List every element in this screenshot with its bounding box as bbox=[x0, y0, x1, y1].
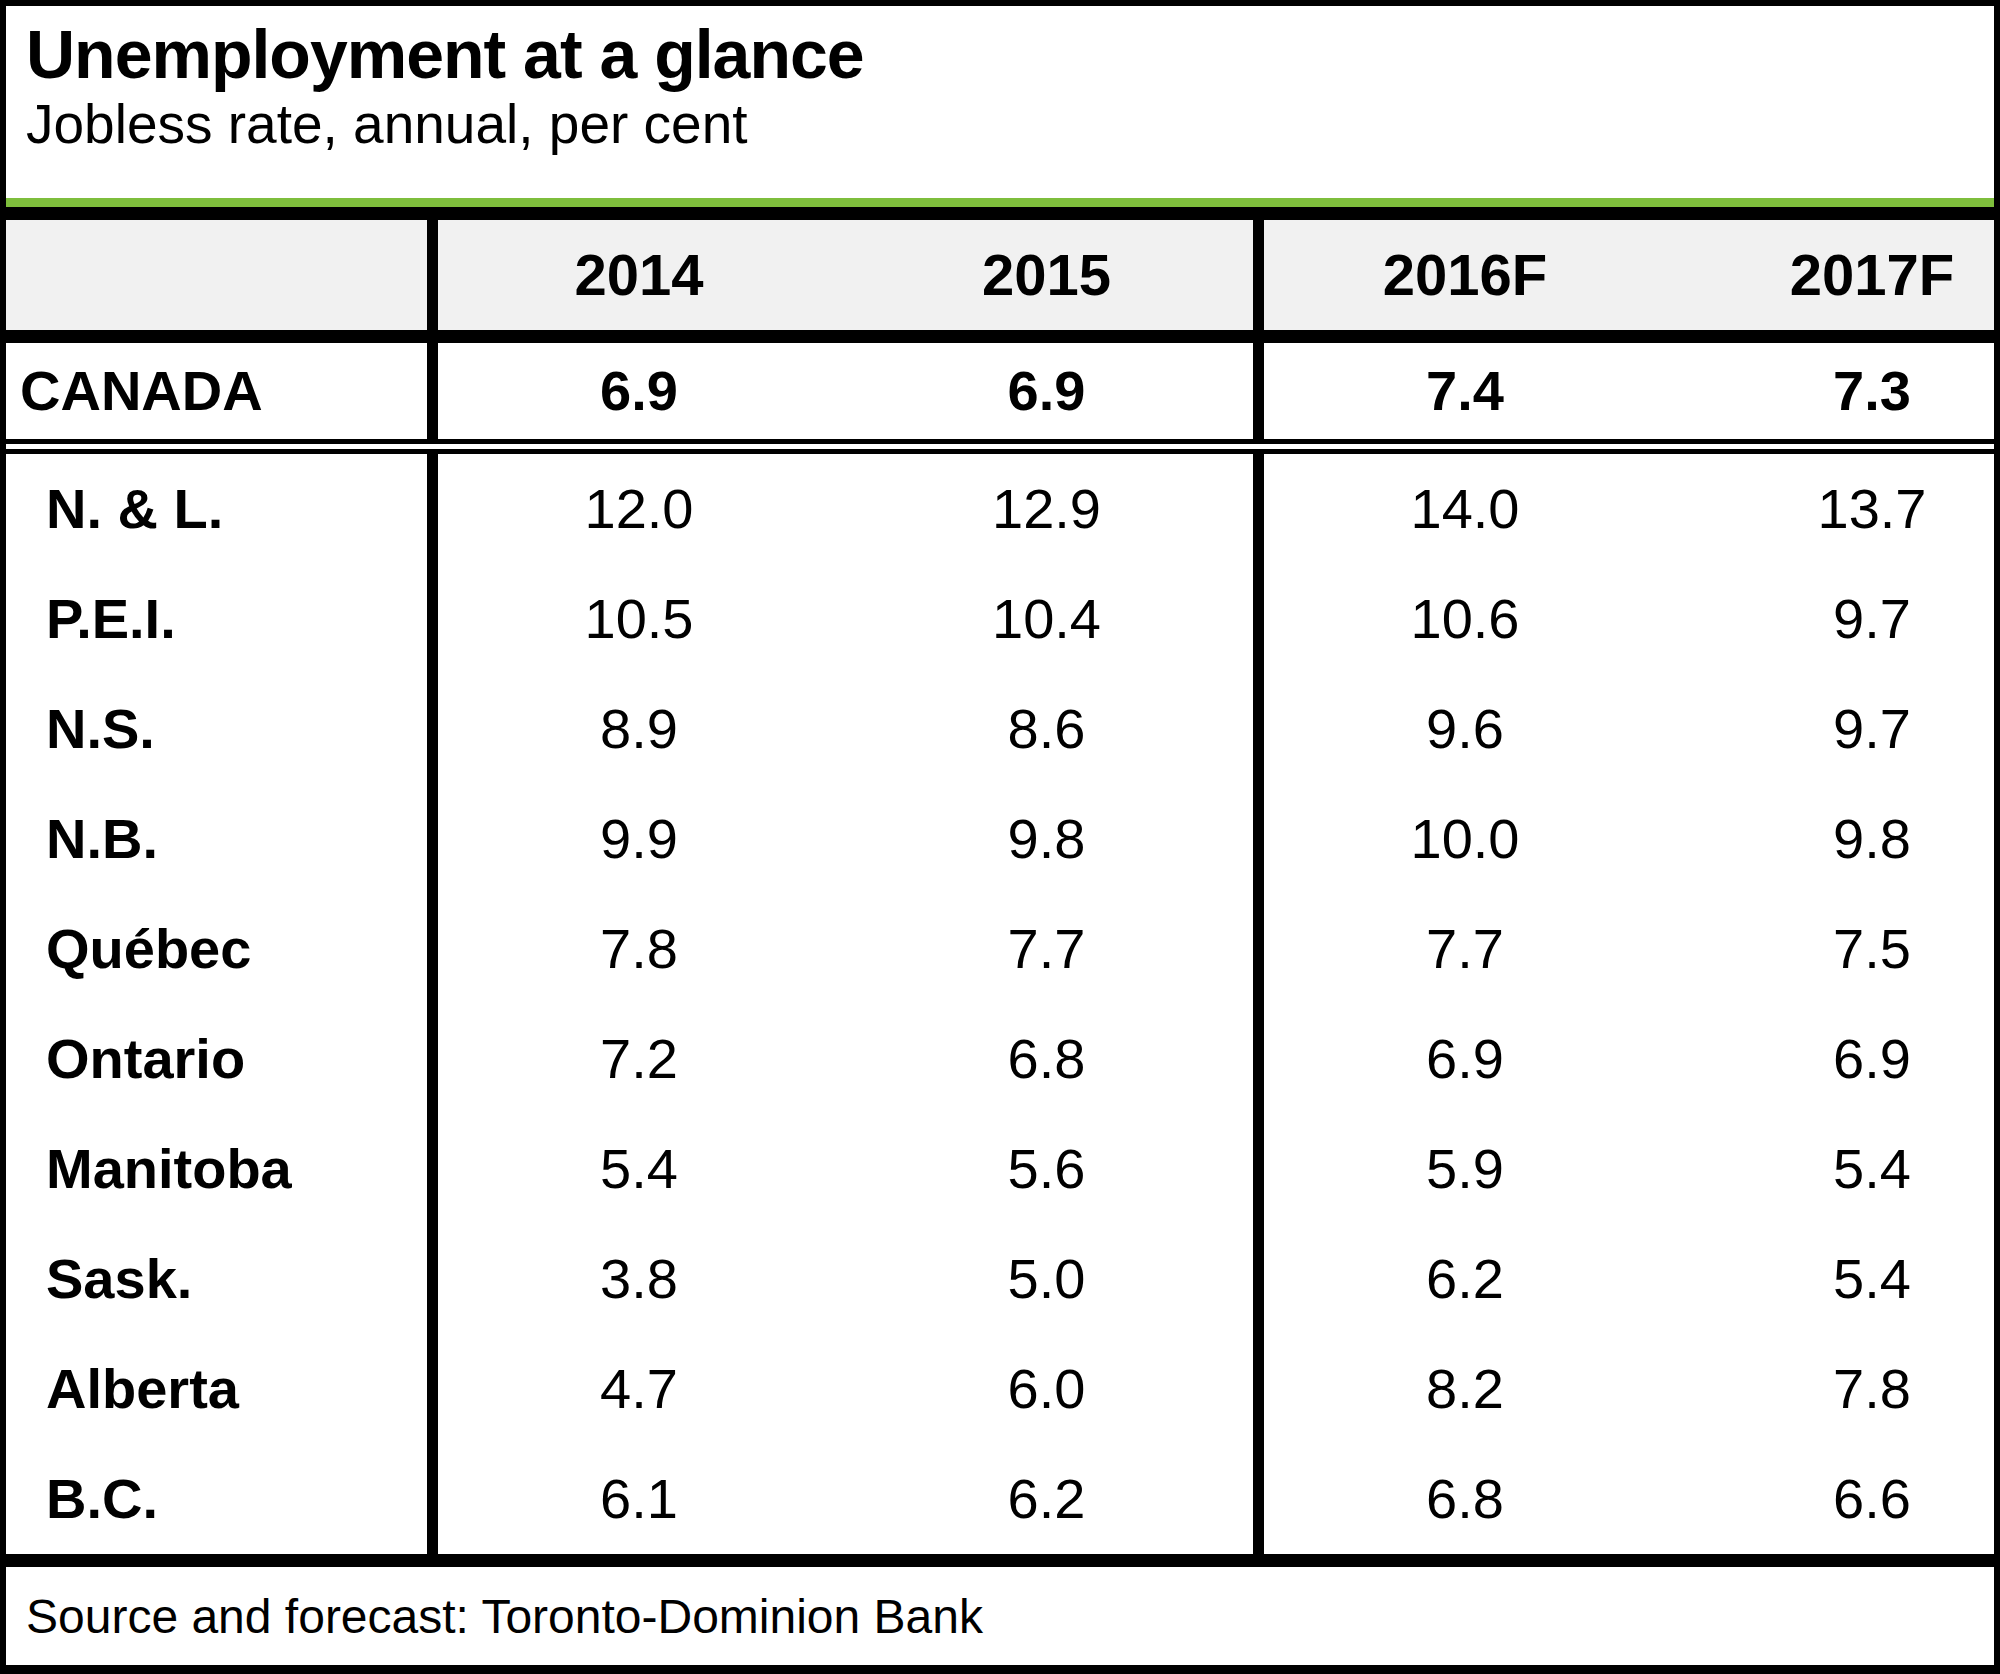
column-header-2014: 2014 bbox=[427, 220, 840, 330]
row-label: Manitoba bbox=[6, 1114, 427, 1224]
cell-2016f: 6.8 bbox=[1253, 1444, 1666, 1554]
table-row: Québec 7.8 7.7 7.7 7.5 bbox=[6, 894, 1994, 1004]
page-subtitle: Jobless rate, annual, per cent bbox=[26, 94, 1972, 155]
green-accent-rule bbox=[6, 198, 1994, 207]
table-row: Manitoba 5.4 5.6 5.9 5.4 bbox=[6, 1114, 1994, 1224]
cell-2015: 5.0 bbox=[840, 1224, 1253, 1334]
cell-2017f: 9.7 bbox=[1666, 674, 1994, 784]
row-label: Sask. bbox=[6, 1224, 427, 1334]
cell-2014: 4.7 bbox=[427, 1334, 840, 1444]
cell-2014: 7.8 bbox=[427, 894, 840, 1004]
cell-2014: 6.1 bbox=[427, 1444, 840, 1554]
page-title: Unemployment at a glance bbox=[26, 16, 1972, 92]
table-row: N.B. 9.9 9.8 10.0 9.8 bbox=[6, 784, 1994, 894]
column-header-2017f: 2017F bbox=[1666, 220, 1994, 330]
cell-2015: 12.9 bbox=[840, 454, 1253, 564]
table-row-canada: CANADA 6.9 6.9 7.4 7.3 bbox=[6, 343, 1994, 454]
cell-2016f: 10.0 bbox=[1253, 784, 1666, 894]
cell-2016f: 7.7 bbox=[1253, 894, 1666, 1004]
cell-2015: 6.0 bbox=[840, 1334, 1253, 1444]
row-label: Alberta bbox=[6, 1334, 427, 1444]
row-label: N. & L. bbox=[6, 454, 427, 564]
cell-2017f: 7.5 bbox=[1666, 894, 1994, 1004]
cell-2017f: 6.6 bbox=[1666, 1444, 1994, 1554]
cell-2014: 10.5 bbox=[427, 564, 840, 674]
header-empty-cell bbox=[6, 220, 427, 330]
column-header-2016f: 2016F bbox=[1253, 220, 1666, 330]
cell-2015: 8.6 bbox=[840, 674, 1253, 784]
cell-2016f: 14.0 bbox=[1253, 454, 1666, 564]
row-label: P.E.I. bbox=[6, 564, 427, 674]
cell-2014: 7.2 bbox=[427, 1004, 840, 1114]
top-table-rule bbox=[6, 207, 1994, 220]
cell-2015: 5.6 bbox=[840, 1114, 1253, 1224]
cell-2014: 3.8 bbox=[427, 1224, 840, 1334]
cell-2017f: 7.3 bbox=[1666, 343, 1994, 439]
cell-2017f: 6.9 bbox=[1666, 1004, 1994, 1114]
row-label: Québec bbox=[6, 894, 427, 1004]
cell-2016f: 8.2 bbox=[1253, 1334, 1666, 1444]
row-label: Ontario bbox=[6, 1004, 427, 1114]
title-block: Unemployment at a glance Jobless rate, a… bbox=[6, 6, 1994, 198]
table-row: N.S. 8.9 8.6 9.6 9.7 bbox=[6, 674, 1994, 784]
cell-2016f: 5.9 bbox=[1253, 1114, 1666, 1224]
cell-2014: 6.9 bbox=[427, 343, 840, 439]
cell-2016f: 9.6 bbox=[1253, 674, 1666, 784]
column-header-2015: 2015 bbox=[840, 220, 1253, 330]
table-row: Ontario 7.2 6.8 6.9 6.9 bbox=[6, 1004, 1994, 1114]
cell-2015: 9.8 bbox=[840, 784, 1253, 894]
row-label: N.B. bbox=[6, 784, 427, 894]
cell-2015: 10.4 bbox=[840, 564, 1253, 674]
cell-2015: 7.7 bbox=[840, 894, 1253, 1004]
cell-2017f: 9.8 bbox=[1666, 784, 1994, 894]
cell-2016f: 7.4 bbox=[1253, 343, 1666, 439]
table-body: N. & L. 12.0 12.9 14.0 13.7 P.E.I. 10.5 … bbox=[6, 454, 1994, 1567]
row-label: CANADA bbox=[6, 343, 427, 439]
cell-2014: 12.0 bbox=[427, 454, 840, 564]
cell-2014: 5.4 bbox=[427, 1114, 840, 1224]
cell-2015: 6.9 bbox=[840, 343, 1253, 439]
table-row: B.C. 6.1 6.2 6.8 6.6 bbox=[6, 1444, 1994, 1554]
table-row: P.E.I. 10.5 10.4 10.6 9.7 bbox=[6, 564, 1994, 674]
cell-2015: 6.2 bbox=[840, 1444, 1253, 1554]
cell-2014: 8.9 bbox=[427, 674, 840, 784]
table-row: N. & L. 12.0 12.9 14.0 13.7 bbox=[6, 454, 1994, 564]
cell-2016f: 6.2 bbox=[1253, 1224, 1666, 1334]
cell-2017f: 13.7 bbox=[1666, 454, 1994, 564]
data-table: 2014 2015 2016F 2017F CANADA 6.9 6.9 7.4… bbox=[6, 220, 1994, 1567]
cell-2017f: 5.4 bbox=[1666, 1114, 1994, 1224]
cell-2014: 9.9 bbox=[427, 784, 840, 894]
cell-2017f: 7.8 bbox=[1666, 1334, 1994, 1444]
table-row: Alberta 4.7 6.0 8.2 7.8 bbox=[6, 1334, 1994, 1444]
cell-2016f: 6.9 bbox=[1253, 1004, 1666, 1114]
cell-2015: 6.8 bbox=[840, 1004, 1253, 1114]
cell-2017f: 9.7 bbox=[1666, 564, 1994, 674]
source-note: Source and forecast: Toronto-Dominion Ba… bbox=[6, 1567, 1994, 1665]
row-label: N.S. bbox=[6, 674, 427, 784]
table-row: Sask. 3.8 5.0 6.2 5.4 bbox=[6, 1224, 1994, 1334]
unemployment-table-graphic: Unemployment at a glance Jobless rate, a… bbox=[0, 0, 2000, 1674]
cell-2017f: 5.4 bbox=[1666, 1224, 1994, 1334]
row-label: B.C. bbox=[6, 1444, 427, 1554]
table-header-row: 2014 2015 2016F 2017F bbox=[6, 220, 1994, 343]
cell-2016f: 10.6 bbox=[1253, 564, 1666, 674]
